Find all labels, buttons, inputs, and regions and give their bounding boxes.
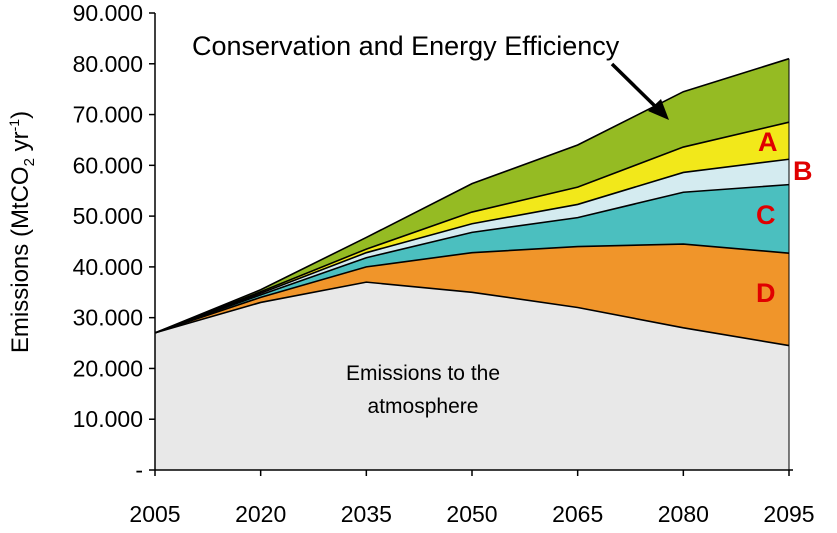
y-tick-label: 40.000	[73, 254, 143, 280]
x-axis-ticks: 2005 2020 2035 2050 2065 2080 2095	[129, 470, 815, 527]
series-boundary-6	[154, 57, 790, 334]
series-boundary-2	[154, 243, 790, 334]
label-D: D	[756, 278, 776, 308]
area-1	[155, 282, 789, 470]
label-B: B	[793, 156, 813, 186]
x-tick-label: 2035	[341, 501, 392, 527]
series-boundary-5	[154, 121, 790, 334]
x-tick-label: 2050	[446, 501, 497, 527]
label-A: A	[758, 127, 778, 157]
conservation-annotation: Conservation and Energy Efficiency	[192, 31, 620, 61]
atmosphere-annotation-line1: Emissions to the	[346, 362, 500, 385]
x-tick-label: 2065	[552, 501, 603, 527]
area-3	[155, 184, 789, 333]
atmosphere-annotation-line2: atmosphere	[368, 395, 479, 418]
series-boundary-3	[154, 183, 790, 334]
area-5	[155, 122, 789, 333]
y-tick-label: 30.000	[73, 305, 143, 331]
y-tick-label: 70.000	[73, 102, 143, 128]
y-axis-label: Emissions (MtCO2 yr-1)	[6, 111, 38, 353]
series-boundary-1	[154, 281, 790, 347]
y-tick-label: 80.000	[73, 51, 143, 77]
y-axis-ticks: - 10.000 20.000 30.000 40.000 50.000 60.000 70.…	[73, 0, 155, 483]
y-tick-label: 60.000	[73, 152, 143, 178]
x-tick-label: 2080	[658, 501, 709, 527]
x-tick-label: 2095	[763, 501, 814, 527]
y-tick-label: -	[135, 457, 143, 483]
label-C: C	[756, 200, 776, 230]
conservation-arrow	[610, 62, 669, 120]
area-4	[155, 159, 789, 333]
x-tick-label: 2005	[129, 501, 180, 527]
y-tick-label: 20.000	[73, 355, 143, 381]
series-boundary-4	[154, 158, 790, 334]
area-2	[155, 244, 789, 346]
y-tick-label: 10.000	[73, 406, 143, 432]
x-tick-label: 2020	[235, 501, 286, 527]
y-tick-label: 90.000	[73, 0, 143, 26]
y-tick-label: 50.000	[73, 203, 143, 229]
stacked-areas	[154, 57, 790, 470]
